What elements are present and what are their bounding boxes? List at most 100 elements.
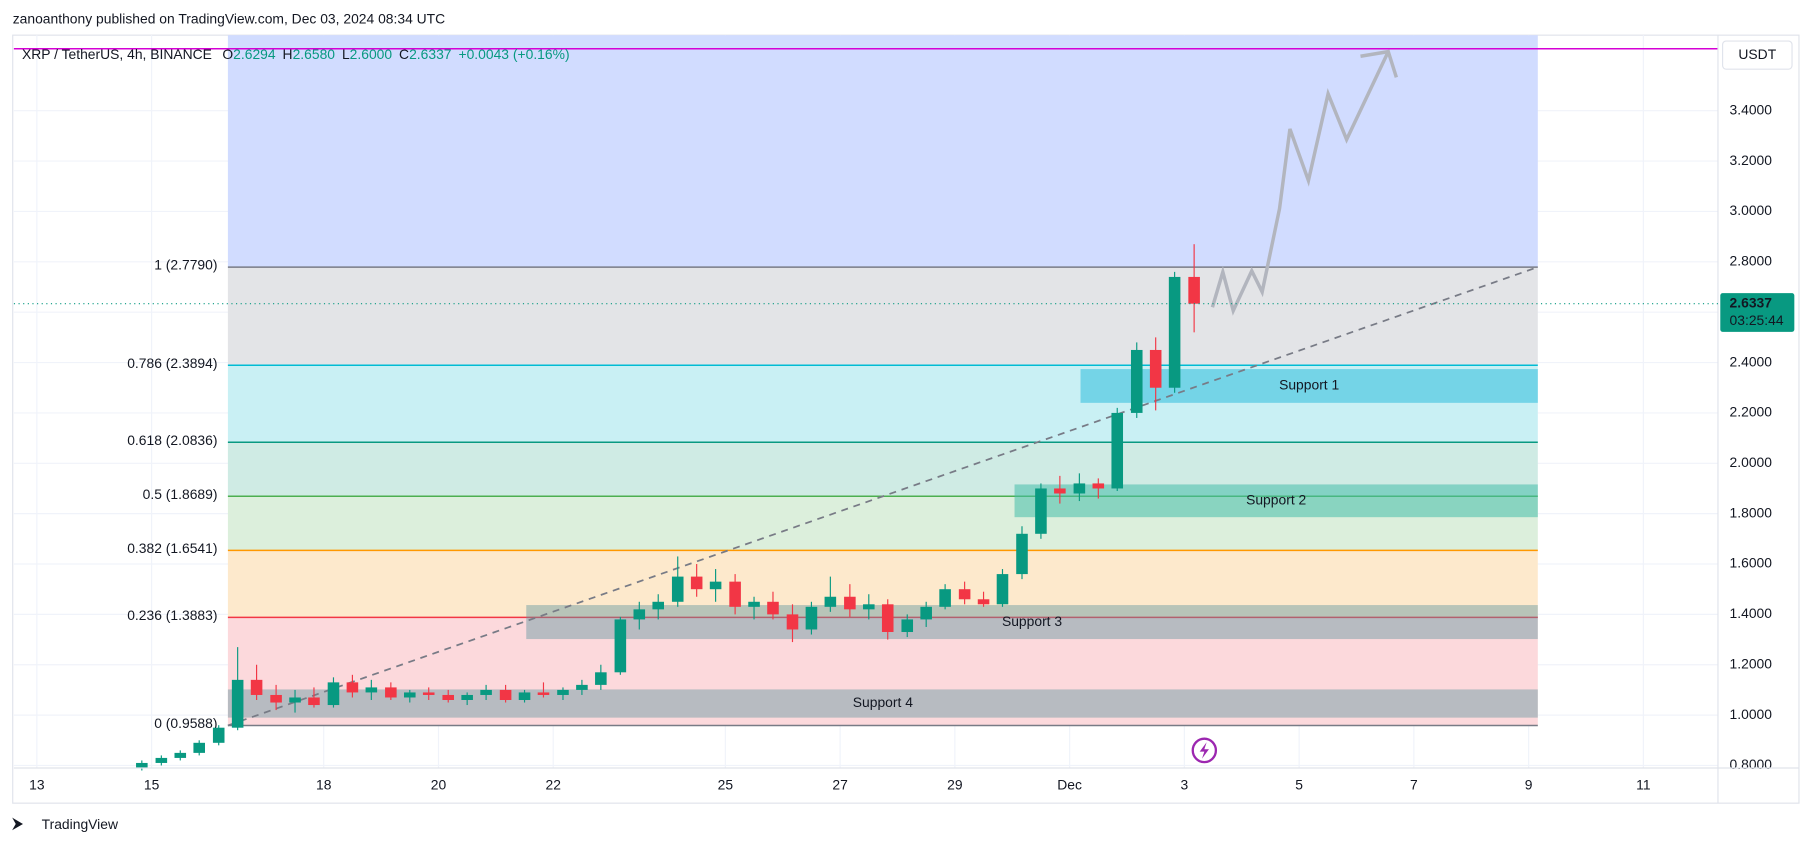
candle-body [212, 727, 225, 743]
projection-arrow [1360, 49, 1399, 78]
support-zone [526, 605, 1538, 640]
candle-body [537, 692, 550, 695]
candle-body [977, 599, 990, 605]
candle-body [1035, 488, 1047, 534]
candle-body [174, 752, 187, 758]
x-tick-label: 27 [832, 776, 848, 792]
ohlc-value: 2.6337 [409, 46, 452, 62]
fib-label: 1 (2.7790) [154, 257, 217, 273]
x-tick-label: 29 [947, 776, 963, 792]
candle-body [844, 596, 856, 610]
support-label: Support 4 [853, 694, 913, 710]
fib-label: 0 (0.9588) [154, 715, 217, 731]
fib-label: 0.382 (1.6541) [127, 540, 217, 556]
last-price-box [1720, 293, 1795, 332]
logo-mark: ⮞ [12, 815, 24, 831]
candle-body [422, 692, 435, 695]
candle-body [748, 601, 760, 607]
x-tick-label: 18 [316, 776, 332, 792]
event-bolt [1199, 742, 1209, 759]
candle-body [136, 762, 148, 768]
x-tick-label: 5 [1295, 776, 1303, 792]
support-zone [1014, 484, 1538, 518]
candle-body [1168, 276, 1181, 388]
candle-body [499, 689, 512, 701]
publisher: zanoanthony published on TradingView.com… [13, 11, 445, 27]
candle-body [346, 682, 359, 693]
fib-zone [227, 267, 1538, 366]
candle-body [939, 589, 951, 607]
y-tick-label: 0.8000 [1730, 756, 1773, 772]
last-price-label: 2.6337 [1730, 294, 1773, 310]
ohlc-value: 2.6000 [350, 46, 393, 62]
x-tick-label: 25 [718, 776, 734, 792]
ohlc-key: C [399, 46, 409, 62]
support-label: Support 2 [1246, 491, 1306, 507]
y-tick-label: 1.4000 [1730, 605, 1773, 621]
currency-box[interactable] [1722, 40, 1793, 70]
candle-body [633, 609, 646, 620]
candle-body [461, 694, 473, 701]
y-tick-label: 1.8000 [1730, 504, 1773, 520]
ohlc-key: H [283, 46, 293, 62]
candle-body [557, 689, 569, 695]
candle-body [1054, 488, 1066, 494]
trend-line [227, 266, 1539, 727]
ohlc-value: 2.6580 [293, 46, 336, 62]
candle-body [576, 684, 588, 690]
background-layer [13, 35, 1718, 768]
candle-body [518, 692, 531, 701]
x-tick-label: Dec [1057, 776, 1082, 792]
candle-body [385, 687, 397, 698]
candle-body [901, 619, 914, 633]
change: +0.0043 (+0.16%) [458, 46, 569, 62]
symbol-header: XRP / TetherUS, 4h, BINANCE O2.6294 H2.658… [22, 46, 570, 62]
x-tick-label: 13 [29, 776, 45, 792]
candle-body [958, 589, 971, 600]
y-tick-label: 2.4000 [1730, 353, 1773, 369]
currency: USDT [1738, 46, 1776, 62]
projection-path [1210, 50, 1390, 316]
fib-zone [227, 35, 1538, 268]
x-tick-label: 22 [546, 776, 562, 792]
y-tick-label: 3.2000 [1730, 152, 1773, 168]
candle-body [1016, 533, 1028, 575]
candle-body [863, 604, 875, 610]
support-label: Support 1 [1279, 377, 1339, 393]
candle-body [709, 581, 722, 590]
candle-body [1073, 483, 1086, 494]
y-tick-label: 2.8000 [1730, 252, 1773, 268]
x-tick-label: 20 [431, 776, 447, 792]
candle-body [193, 742, 205, 753]
candle-body [442, 694, 455, 701]
candle-body [231, 679, 244, 728]
x-tick-label: 15 [144, 776, 160, 792]
candle-body [155, 757, 168, 763]
y-tick-label: 2.2000 [1730, 404, 1773, 420]
x-tick-label: 9 [1525, 776, 1533, 792]
candle-body [1111, 412, 1124, 489]
candle-body [786, 614, 799, 630]
candle-body [480, 689, 492, 695]
x-tick-label: 11 [1636, 776, 1651, 792]
candle-body [690, 576, 703, 590]
candle-body [881, 604, 894, 633]
candle-body [996, 574, 1009, 605]
x-tick-label: 3 [1181, 776, 1189, 792]
main-layer: 1 (2.7790) 0.786 (2.3894) 0.618 (2.0836) 0.… [13, 48, 1718, 771]
support-label: Support 3 [1002, 613, 1062, 629]
candle-body [614, 619, 627, 673]
y-tick-label: 1.0000 [1730, 706, 1773, 722]
candle-body [289, 697, 301, 703]
fib-label: 0.618 (2.0836) [127, 432, 217, 448]
countdown: 03:25:44 [1730, 312, 1784, 328]
support-zone [227, 689, 1538, 718]
y-tick-label: 3.0000 [1730, 202, 1773, 218]
fib-label: 0.5 (1.8689) [143, 486, 218, 502]
y-tick-label: 3.4000 [1730, 101, 1773, 117]
candle-body [824, 596, 837, 607]
fib-label: 0.786 (2.3894) [127, 355, 217, 371]
candle-body [1092, 483, 1105, 489]
candle-body [652, 601, 665, 610]
